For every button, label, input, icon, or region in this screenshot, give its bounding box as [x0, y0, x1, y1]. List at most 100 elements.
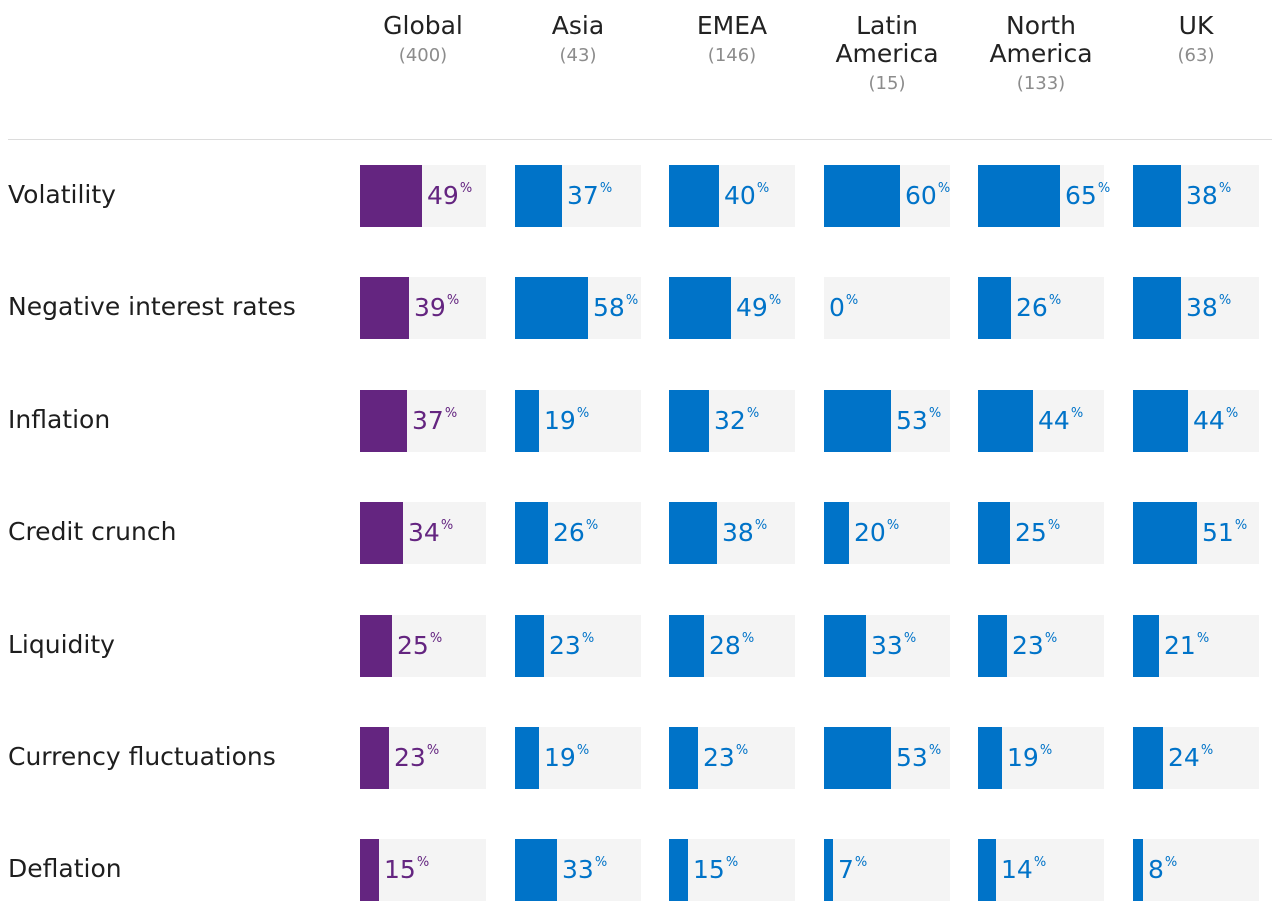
value-number: 25 [1015, 518, 1047, 547]
value-number: 24 [1168, 743, 1200, 772]
value-number: 19 [544, 743, 576, 772]
percent-sign: % [1048, 293, 1062, 308]
percent-sign: % [1070, 406, 1084, 421]
value-number: 53 [896, 406, 928, 435]
column-count: (133) [1016, 73, 1066, 94]
value-bar [978, 839, 996, 901]
value-label: 53% [896, 390, 941, 452]
percent-sign: % [937, 181, 951, 196]
value-number: 19 [1007, 743, 1039, 772]
value-bar [360, 839, 379, 901]
value-bar [824, 390, 891, 452]
cell-background [978, 839, 1104, 901]
percent-sign: % [1196, 631, 1210, 646]
value-label: 60% [905, 165, 950, 227]
column-title: Latin America [835, 11, 939, 68]
header-divider [8, 139, 1272, 140]
value-label: 32% [714, 390, 759, 452]
value-bar [1133, 277, 1181, 339]
value-number: 40 [724, 181, 756, 210]
value-bar [1133, 727, 1163, 789]
value-label: 49% [736, 277, 781, 339]
value-number: 0 [829, 293, 845, 322]
percent-sign: % [1039, 743, 1053, 758]
percent-sign: % [416, 855, 430, 870]
percent-sign: % [756, 181, 770, 196]
value-bar [978, 165, 1060, 227]
value-bar [669, 727, 698, 789]
percent-sign: % [581, 631, 595, 646]
value-number: 38 [1186, 293, 1218, 322]
value-label: 44% [1193, 390, 1238, 452]
percent-sign: % [928, 743, 942, 758]
percent-sign: % [585, 518, 599, 533]
percent-sign: % [429, 631, 443, 646]
percent-sign: % [1033, 855, 1047, 870]
value-number: 7 [838, 855, 854, 884]
value-number: 15 [693, 855, 725, 884]
percent-sign: % [735, 743, 749, 758]
value-label: 28% [709, 615, 754, 677]
column-title: UK [1178, 11, 1214, 40]
value-label: 51% [1202, 502, 1247, 564]
value-bar [360, 727, 389, 789]
row-label: Inflation [8, 405, 111, 434]
value-label: 25% [1015, 502, 1060, 564]
value-bar [515, 615, 544, 677]
percent-sign: % [1047, 518, 1061, 533]
cell-background [824, 839, 950, 901]
value-number: 37 [412, 406, 444, 435]
value-label: 15% [384, 839, 429, 901]
value-bar [669, 615, 704, 677]
value-label: 37% [567, 165, 612, 227]
percent-sign: % [576, 743, 590, 758]
value-bar [515, 277, 588, 339]
value-number: 25 [397, 631, 429, 660]
value-bar [824, 839, 833, 901]
value-number: 33 [562, 855, 594, 884]
value-number: 34 [408, 518, 440, 547]
value-label: 49% [427, 165, 472, 227]
percent-sign: % [746, 406, 760, 421]
value-label: 14% [1001, 839, 1046, 901]
row-label: Volatility [8, 180, 116, 209]
row-label: Liquidity [8, 630, 115, 659]
column-count: (146) [707, 45, 757, 66]
value-number: 38 [1186, 181, 1218, 210]
value-label: 23% [549, 615, 594, 677]
value-bar [978, 277, 1011, 339]
value-bar [515, 727, 539, 789]
value-bar [1133, 839, 1143, 901]
value-bar [1133, 502, 1197, 564]
percent-sign: % [903, 631, 917, 646]
column-count: (63) [1177, 45, 1215, 66]
value-label: 38% [722, 502, 767, 564]
value-bar [1133, 165, 1181, 227]
percent-sign: % [754, 518, 768, 533]
percent-sign: % [1097, 181, 1111, 196]
value-label: 19% [544, 390, 589, 452]
value-label: 7% [838, 839, 867, 901]
row-label: Negative interest rates [8, 292, 296, 321]
value-bar [360, 615, 392, 677]
value-label: 26% [553, 502, 598, 564]
percent-sign: % [446, 293, 460, 308]
value-number: 14 [1001, 855, 1033, 884]
value-bar [360, 277, 409, 339]
percent-sign: % [928, 406, 942, 421]
value-number: 8 [1148, 855, 1164, 884]
value-number: 44 [1193, 406, 1225, 435]
column-count: (43) [559, 45, 597, 66]
column-count: (400) [398, 45, 448, 66]
value-number: 49 [427, 181, 459, 210]
percent-sign: % [594, 855, 608, 870]
value-label: 24% [1168, 727, 1213, 789]
value-number: 49 [736, 293, 768, 322]
value-label: 19% [1007, 727, 1052, 789]
value-bar [515, 390, 539, 452]
value-label: 25% [397, 615, 442, 677]
percent-sign: % [1234, 518, 1248, 533]
value-label: 23% [1012, 615, 1057, 677]
value-bar [1133, 390, 1188, 452]
value-bar [978, 615, 1007, 677]
